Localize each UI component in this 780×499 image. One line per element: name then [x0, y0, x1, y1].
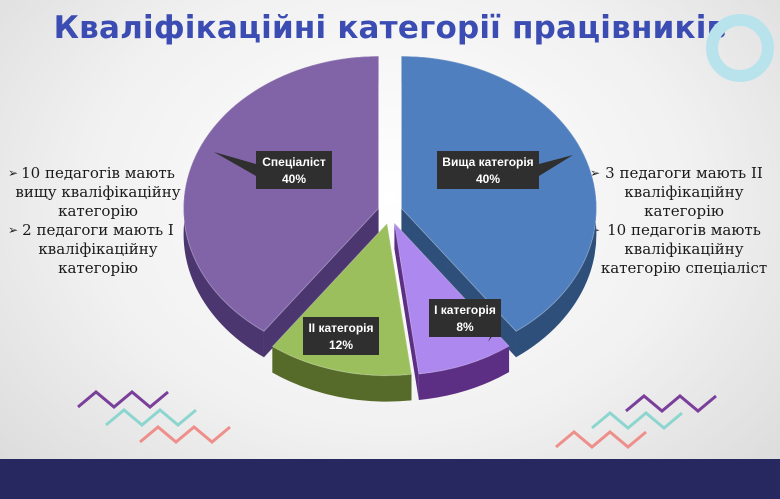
label-pointer — [539, 155, 573, 176]
right-note-text: 10 педагогів мають кваліфікаційну катего… — [600, 221, 768, 277]
arrow-bullet-icon: ➢ — [590, 166, 601, 180]
zigzag-teal-right — [591, 411, 683, 430]
arrow-bullet-icon: ➢ — [8, 223, 19, 237]
zigzag-salmon-right — [555, 430, 647, 449]
zigzag-teal-left — [105, 408, 197, 427]
footer-bar — [0, 459, 780, 499]
label-pointer — [214, 152, 256, 176]
slice-label: І категорія — [434, 303, 496, 317]
slice-value-label: 8% — [456, 320, 474, 334]
zigzag-purple-left — [77, 390, 169, 409]
pie-slice — [183, 55, 380, 332]
zigzag-salmon-left — [139, 425, 231, 444]
left-note-item: ➢ 2 педагоги мають І кваліфікаційну кате… — [8, 221, 188, 278]
zigzag-purple-right — [625, 394, 717, 413]
pie-slice-side — [418, 346, 510, 400]
slide-title: Кваліфікаційні категорії працівників — [53, 10, 727, 46]
arrow-bullet-icon: ➢ — [8, 166, 19, 180]
right-note-item: ➢ 3 педагоги мають ІІ кваліфікаційну кат… — [590, 164, 778, 221]
right-note-item: ➢ 10 педагогів мають кваліфікаційну кате… — [590, 221, 778, 278]
slice-label: Спеціаліст — [262, 155, 326, 169]
left-notes-list: ➢ 10 педагогів мають вищу кваліфікаційну… — [8, 164, 188, 278]
slice-label: Вища категорія — [442, 155, 533, 169]
pie-slice-wall — [263, 56, 379, 358]
left-note-text: 2 педагоги мають І кваліфікаційну катего… — [22, 221, 174, 277]
pie-slice — [400, 55, 597, 332]
slice-value-label: 40% — [282, 172, 306, 186]
pie-slice-side — [272, 346, 412, 402]
left-note-text: 10 педагогів мають вищу кваліфікаційну к… — [15, 164, 181, 220]
pie-slice-wall — [401, 56, 517, 358]
right-notes-list: ➢ 3 педагоги мають ІІ кваліфікаційну кат… — [590, 164, 778, 278]
slice-label-box — [256, 151, 332, 189]
slice-label-box — [437, 151, 539, 189]
slice-label-box — [429, 299, 501, 337]
left-note-item: ➢ 10 педагогів мають вищу кваліфікаційну… — [8, 164, 188, 221]
slice-value-label: 40% — [476, 172, 500, 186]
right-note-text: 3 педагоги мають ІІ кваліфікаційну катег… — [605, 164, 763, 220]
slice-label-box — [303, 317, 379, 355]
slice-value-label: 12% — [329, 338, 353, 352]
slice-label: ІІ категорія — [308, 321, 373, 335]
